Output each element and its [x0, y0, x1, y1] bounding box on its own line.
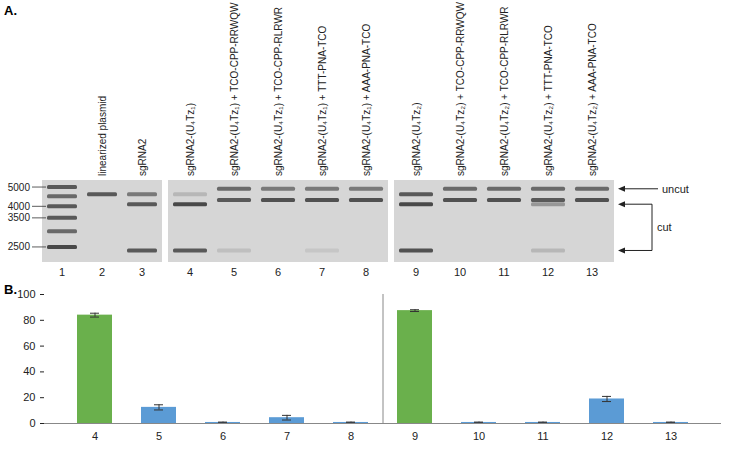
svg-text:6: 6: [275, 266, 281, 278]
svg-text:8: 8: [363, 266, 369, 278]
svg-text:0: 0: [29, 417, 35, 429]
svg-text:9: 9: [413, 266, 419, 278]
svg-text:10: 10: [454, 266, 466, 278]
svg-text:sgRNA2-(U₄Tz₁) + AAA-PNA-TCO: sgRNA2-(U₄Tz₁) + AAA-PNA-TCO: [361, 24, 372, 176]
svg-text:cut: cut: [657, 221, 672, 233]
svg-text:sgRNA2-(U₄Tz₂) + TCO-CPP-RRWQW: sgRNA2-(U₄Tz₂) + TCO-CPP-RRWQW: [455, 1, 466, 176]
svg-text:13: 13: [665, 430, 677, 442]
svg-text:100: 100: [17, 288, 35, 300]
svg-text:3500: 3500: [8, 212, 31, 223]
svg-text:sgRNA2: sgRNA2: [137, 138, 148, 176]
svg-text:sgRNA2-(U₄Tz₁) + TCO-CPP-RLRWR: sgRNA2-(U₄Tz₁) + TCO-CPP-RLRWR: [273, 7, 284, 176]
svg-text:A.: A.: [4, 3, 17, 18]
svg-text:40: 40: [23, 365, 35, 377]
svg-text:13: 13: [586, 266, 598, 278]
svg-text:9: 9: [412, 430, 418, 442]
svg-text:6: 6: [220, 430, 226, 442]
svg-text:uncut: uncut: [662, 183, 689, 195]
svg-text:sgRNA2-(U₄Tz₁) + TTT-PNA-TCO: sgRNA2-(U₄Tz₁) + TTT-PNA-TCO: [317, 25, 328, 176]
svg-text:1: 1: [59, 266, 65, 278]
svg-text:11: 11: [537, 430, 548, 442]
svg-text:11: 11: [498, 266, 509, 278]
svg-text:5: 5: [156, 430, 162, 442]
svg-text:2500: 2500: [8, 241, 31, 252]
svg-text:80: 80: [23, 314, 35, 326]
svg-text:4000: 4000: [8, 201, 31, 212]
svg-text:12: 12: [542, 266, 554, 278]
svg-text:linearized plasmid: linearized plasmid: [97, 96, 108, 176]
svg-text:sgRNA2-(U₄Tz₂): sgRNA2-(U₄Tz₂): [411, 102, 422, 176]
svg-text:sgRNA2-(U₄Tz₂) + TTT-PNA-TCO: sgRNA2-(U₄Tz₂) + TTT-PNA-TCO: [543, 25, 554, 176]
svg-text:8: 8: [348, 430, 354, 442]
html-text:B.: B.: [4, 282, 17, 297]
svg-text:60: 60: [23, 340, 35, 352]
svg-text:7: 7: [284, 430, 290, 442]
svg-text:4: 4: [92, 430, 98, 442]
svg-text:10: 10: [473, 430, 485, 442]
svg-text:sgRNA2-(U₄Tz₁) + TCO-CPP-RRWQW: sgRNA2-(U₄Tz₁) + TCO-CPP-RRWQW: [229, 2, 240, 176]
svg-text:sgRNA2-(U₄Tz₁): sgRNA2-(U₄Tz₁): [185, 103, 196, 176]
svg-text:7: 7: [319, 266, 325, 278]
svg-text:5: 5: [231, 266, 237, 278]
svg-text:4: 4: [187, 266, 193, 278]
svg-text:3: 3: [139, 266, 145, 278]
svg-text:sgRNA2-(U₄Tz₂) + AAA-PNA-TCO: sgRNA2-(U₄Tz₂) + AAA-PNA-TCO: [587, 23, 598, 176]
svg-text:12: 12: [601, 430, 613, 442]
svg-text:2: 2: [99, 266, 105, 278]
svg-text:sgRNA2-(U₄Tz₂) + TCO-CPP-RLRWR: sgRNA2-(U₄Tz₂) + TCO-CPP-RLRWR: [499, 6, 510, 176]
svg-text:5000: 5000: [8, 182, 31, 193]
svg-text:20: 20: [23, 391, 35, 403]
